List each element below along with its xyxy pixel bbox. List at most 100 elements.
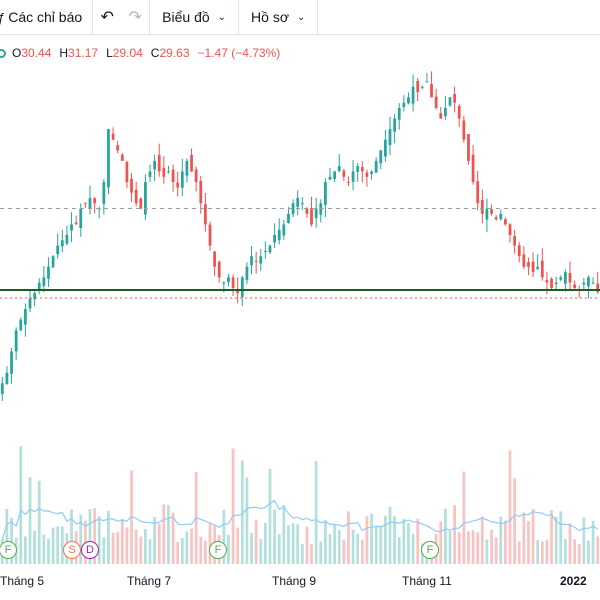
candle-body — [550, 278, 553, 288]
candle-body — [434, 96, 438, 108]
candle-body — [351, 171, 355, 182]
candle-body — [471, 154, 475, 183]
event-badge-icon[interactable]: F — [0, 541, 17, 559]
candle-body — [14, 330, 18, 352]
event-badge-icon[interactable]: S — [63, 541, 81, 559]
volume-bar — [268, 468, 272, 564]
candle-body — [508, 224, 512, 235]
volume-bar — [102, 537, 106, 564]
volume-bar — [568, 523, 572, 564]
candle-body — [194, 169, 198, 183]
volume-bar — [457, 532, 461, 564]
close-label: C — [150, 46, 160, 60]
volume-bar — [351, 529, 355, 564]
candle-body — [84, 202, 87, 204]
candle-body — [10, 351, 13, 374]
volume-bar — [10, 517, 13, 564]
volume-bar — [227, 534, 230, 564]
candle-body — [388, 129, 392, 145]
candle-body — [420, 86, 424, 88]
volume-bar — [416, 518, 420, 564]
volume-bar — [379, 526, 383, 564]
candle-body — [356, 166, 360, 172]
candle-body — [139, 198, 143, 209]
price-chart[interactable] — [0, 35, 600, 567]
open-value: 30.44 — [21, 46, 52, 60]
volume-bar — [240, 460, 244, 564]
toolbar-separator — [238, 0, 240, 34]
candle-body — [231, 277, 235, 288]
volume-bar — [236, 527, 240, 564]
volume-bar — [324, 520, 327, 564]
candle-body — [310, 207, 313, 225]
profile-menu-label: Hồ sơ — [251, 9, 290, 25]
volume-bar — [360, 539, 364, 564]
candle-body — [254, 260, 258, 262]
candle-body — [333, 171, 336, 179]
volume-bar — [407, 523, 410, 564]
chart-menu-label: Biểu đồ — [162, 9, 210, 25]
volume-bar — [19, 446, 23, 564]
candle-body — [277, 229, 281, 241]
candle-body — [527, 262, 530, 267]
x-tick-label: 2022 — [560, 574, 587, 588]
candle-body — [162, 167, 166, 177]
candle-body — [384, 139, 387, 157]
volume-bar — [130, 470, 133, 564]
candle-body — [19, 319, 23, 331]
candle-body — [250, 256, 253, 266]
volume-bar — [540, 541, 544, 564]
candle-body — [490, 209, 493, 214]
candle-body — [457, 106, 461, 119]
volume-bar — [190, 528, 193, 564]
profile-menu-button[interactable]: Hồ sơ ⌄ — [239, 0, 317, 34]
candle-body — [24, 309, 27, 325]
toolbar-separator — [317, 0, 319, 34]
candle-body — [268, 245, 272, 253]
volume-bar — [305, 526, 309, 564]
candle-body — [370, 171, 373, 174]
candle-body — [47, 266, 50, 279]
event-badge-icon[interactable]: F — [209, 541, 227, 559]
low-value: 29.04 — [112, 46, 143, 60]
candle-body — [190, 155, 193, 172]
volume-bar — [24, 536, 27, 564]
x-tick-label: Tháng 5 — [0, 574, 45, 588]
candle-body — [125, 162, 129, 183]
low-label: L — [106, 46, 113, 60]
indicators-button[interactable]: ƒ Các chỉ báo — [0, 0, 82, 34]
chart-menu-button[interactable]: Biểu đồ ⌄ — [150, 0, 238, 34]
candle-body — [314, 208, 318, 219]
volume-bar — [554, 516, 558, 564]
candle-body — [559, 277, 563, 280]
x-tick-label: Tháng 7 — [127, 574, 172, 588]
volume-bar — [582, 517, 586, 564]
ohlc-legend: O 30.44 H 31.17 L 29.04 C 29.63 −1.47 (−4.73… — [0, 44, 288, 62]
x-tick-label: Tháng 11 — [402, 574, 452, 588]
volume-bar — [531, 509, 535, 564]
candle-body — [513, 236, 516, 246]
candle-body — [416, 81, 420, 93]
candle-body — [185, 160, 189, 176]
chevron-down-icon: ⌄ — [297, 11, 306, 23]
candle-body — [208, 224, 212, 246]
undo-icon[interactable]: ↶ — [100, 9, 114, 26]
volume-bar — [439, 521, 443, 564]
candle-body — [480, 200, 484, 214]
event-badge-icon[interactable]: D — [81, 541, 99, 559]
volume-bar — [513, 478, 516, 564]
event-badge-icon[interactable]: F — [421, 541, 439, 559]
candle-body — [425, 81, 429, 83]
volume-bar — [176, 541, 180, 564]
candle-body — [28, 298, 32, 309]
volume-bar — [485, 539, 489, 564]
volume-bar — [153, 516, 156, 564]
candle-body — [411, 86, 415, 104]
candle-body — [360, 167, 364, 172]
volume-bar — [282, 504, 286, 564]
volume-bar — [125, 527, 129, 564]
candle-body — [93, 198, 96, 204]
redo-icon[interactable]: ↷ — [128, 9, 142, 26]
volume-bar — [527, 520, 530, 564]
volume-bar — [577, 543, 581, 564]
